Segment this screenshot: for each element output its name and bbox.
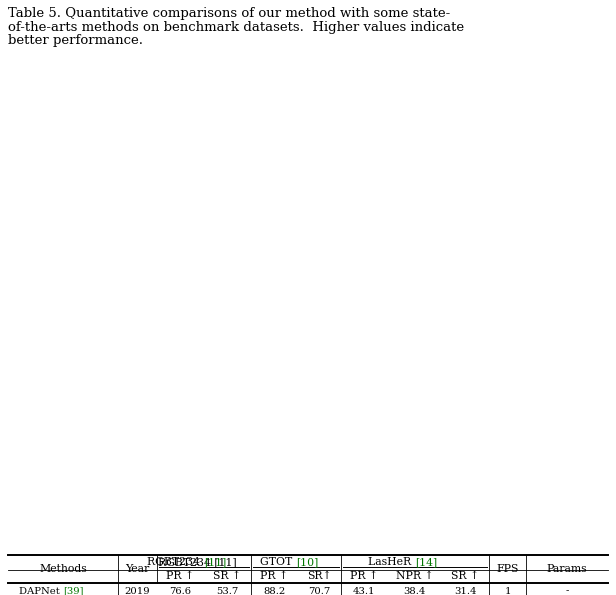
- Text: [10]: [10]: [296, 558, 318, 567]
- Text: PR ↑: PR ↑: [350, 571, 378, 581]
- Text: 53.7: 53.7: [216, 587, 238, 595]
- Text: [14]: [14]: [415, 558, 437, 567]
- Text: Params: Params: [547, 564, 588, 574]
- Text: -: -: [565, 587, 569, 595]
- Text: [39]: [39]: [63, 587, 84, 595]
- Text: SR ↑: SR ↑: [213, 571, 241, 581]
- Text: Year: Year: [126, 564, 150, 574]
- Text: 43.1: 43.1: [353, 587, 376, 595]
- Text: GTOT: GTOT: [260, 558, 296, 567]
- Text: 2019: 2019: [124, 587, 150, 595]
- Text: 31.4: 31.4: [454, 587, 477, 595]
- Text: RGBT234 [11]: RGBT234 [11]: [158, 558, 237, 567]
- Text: DAPNet: DAPNet: [19, 587, 63, 595]
- Text: 38.4: 38.4: [403, 587, 426, 595]
- Text: NPR ↑: NPR ↑: [396, 571, 434, 581]
- Text: of-the-arts methods on benchmark datasets.  Higher values indicate: of-the-arts methods on benchmark dataset…: [8, 20, 464, 33]
- Text: 76.6: 76.6: [169, 587, 192, 595]
- Text: RGBT234: RGBT234: [147, 558, 204, 567]
- Text: Methods: Methods: [39, 564, 87, 574]
- Text: 1: 1: [505, 587, 511, 595]
- Text: better performance.: better performance.: [8, 34, 143, 47]
- Text: PR ↑: PR ↑: [260, 571, 288, 581]
- Text: 70.7: 70.7: [308, 587, 330, 595]
- Text: [11]: [11]: [204, 558, 226, 567]
- Text: SR ↑: SR ↑: [452, 571, 479, 581]
- Text: FPS: FPS: [496, 564, 519, 574]
- Text: SR↑: SR↑: [307, 571, 331, 581]
- Text: PR ↑: PR ↑: [166, 571, 195, 581]
- Text: 88.2: 88.2: [263, 587, 285, 595]
- Text: Table 5. Quantitative comparisons of our method with some state-: Table 5. Quantitative comparisons of our…: [8, 7, 450, 20]
- Text: LasHeR: LasHeR: [368, 558, 415, 567]
